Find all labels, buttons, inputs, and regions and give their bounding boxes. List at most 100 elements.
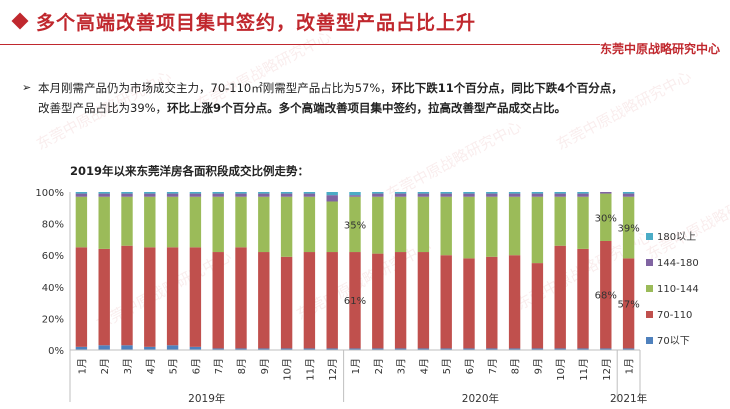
bar-segment-110-144 <box>600 193 612 241</box>
bar-segment-70以下 <box>258 348 270 350</box>
bar-segment-180以上 <box>280 192 293 194</box>
bar-segment-70-110 <box>372 253 384 349</box>
bar-segment-70-110 <box>600 240 612 349</box>
bar-segment-144-180 <box>486 193 498 197</box>
x-tick-label: 11月 <box>304 358 316 381</box>
watermark-text: 东莞中原战略研究中心 <box>383 117 524 203</box>
bar-segment-110-144 <box>121 196 133 246</box>
data-label: 30% <box>595 213 617 224</box>
bar-segment-180以上 <box>554 192 566 194</box>
x-tick-label: 4月 <box>145 358 157 374</box>
page-title: 多个高端改善项目集中签约，改善型产品占比上升 <box>36 11 477 34</box>
bar-segment-144-180 <box>531 193 544 197</box>
chart-title: 2019年以来东莞洋房各面积段成交比例走势： <box>70 164 310 178</box>
bar-segment-70-110 <box>417 252 430 349</box>
bar-segment-70以下 <box>440 348 452 350</box>
bar-segment-70-110 <box>166 247 179 346</box>
watermark-text: 东莞中原战略研究中心 <box>643 177 730 263</box>
x-tick-label: 10月 <box>282 358 294 381</box>
bar-segment-70以下 <box>212 348 224 350</box>
bar-segment-144-180 <box>394 193 407 197</box>
bar-segment-144-180 <box>554 193 566 197</box>
y-tick-label: 20% <box>42 314 64 325</box>
bar-segment-70-110 <box>144 247 156 347</box>
y-tick-label: 100% <box>35 188 64 199</box>
bar-segment-110-144 <box>144 196 156 248</box>
year-label: 2019年 <box>188 392 225 405</box>
bar-segment-180以上 <box>508 192 521 194</box>
year-label: 2020年 <box>462 392 499 405</box>
summary-line2-bold: 环比上涨9个百分点。多个高端改善项目集中签约，拉高改善型产品成交占比。 <box>167 101 567 115</box>
bar-segment-180以上 <box>166 192 179 194</box>
bar-segment-110-144 <box>394 196 407 253</box>
bar-segment-144-180 <box>577 193 589 197</box>
bar-segment-180以上 <box>349 192 361 196</box>
bar-segment-70以下 <box>600 348 612 350</box>
summary-text: ➢ 本月刚需产品仍为市场成交主力，70-110㎡刚需型产品占比为57%，环比下跌… <box>22 78 718 118</box>
bar-segment-180以上 <box>303 192 316 194</box>
bar-segment-110-144 <box>554 196 566 246</box>
bar-segment-70以下 <box>508 348 521 350</box>
x-tick-label: 6月 <box>190 358 202 374</box>
slide-title: 多个高端改善项目集中签约，改善型产品占比上升 <box>8 6 476 36</box>
bar-segment-110-144 <box>486 196 498 257</box>
bar-segment-70-110 <box>463 258 475 349</box>
bar-segment-70-110 <box>622 258 635 349</box>
bar-segment-70以下 <box>349 348 361 350</box>
bar-segment-70以下 <box>303 348 316 350</box>
x-tick-label: 2月 <box>373 358 385 374</box>
legend-swatch <box>646 337 653 344</box>
bar-segment-144-180 <box>463 193 475 197</box>
data-label: 39% <box>617 224 639 235</box>
bar-segment-110-144 <box>463 196 475 259</box>
arrow-bullet-icon: ➢ <box>22 81 32 94</box>
bar-segment-70以下 <box>577 348 589 350</box>
bar-segment-110-144 <box>622 196 635 259</box>
bar-segment-180以上 <box>440 192 452 194</box>
bar-segment-110-144 <box>372 196 384 254</box>
bar-segment-144-180 <box>212 193 224 197</box>
bar-segment-144-180 <box>372 193 384 197</box>
x-tick-label: 11月 <box>578 358 590 381</box>
bar-segment-144-180 <box>144 193 156 197</box>
bar-segment-110-144 <box>235 196 247 248</box>
bar-segment-180以上 <box>235 192 247 194</box>
summary-line1-bold: 环比下跌11个百分点，同比下跌4个百分点， <box>391 81 623 95</box>
legend-label: 70-110 <box>657 310 692 321</box>
year-label: 2021年 <box>610 392 647 405</box>
legend-label: 144-180 <box>657 258 699 269</box>
bar-segment-70-110 <box>440 255 452 349</box>
bar-segment-70以下 <box>417 348 430 350</box>
bar-segment-70-110 <box>212 252 224 349</box>
bar-segment-144-180 <box>349 195 361 197</box>
diamond-bullet-icon <box>11 12 29 30</box>
data-label: 61% <box>344 296 366 307</box>
x-tick-label: 2月 <box>99 358 111 374</box>
bar-segment-70-110 <box>554 245 566 349</box>
x-tick-label: 3月 <box>122 358 134 374</box>
x-tick-label: 6月 <box>464 358 476 374</box>
bar-segment-144-180 <box>600 192 612 194</box>
bar-segment-144-180 <box>440 193 452 197</box>
bar-segment-70-110 <box>98 248 110 346</box>
bar-segment-180以上 <box>144 192 156 194</box>
bar-segment-180以上 <box>394 192 407 194</box>
header-divider <box>0 44 600 45</box>
bar-segment-70以下 <box>75 346 88 350</box>
bar-segment-110-144 <box>258 196 270 253</box>
bar-segment-144-180 <box>303 193 316 197</box>
bar-segment-70以下 <box>554 348 566 350</box>
x-tick-label: 12月 <box>327 358 339 381</box>
bar-segment-70-110 <box>394 252 407 349</box>
x-tick-label: 10月 <box>555 358 567 381</box>
bar-segment-180以上 <box>121 192 133 194</box>
bar-segment-70以下 <box>531 348 544 350</box>
x-tick-label: 8月 <box>236 358 248 374</box>
x-tick-label: 5月 <box>168 358 180 374</box>
bar-segment-70-110 <box>577 248 589 349</box>
x-tick-label: 3月 <box>396 358 408 374</box>
bar-segment-144-180 <box>417 193 430 197</box>
bar-segment-110-144 <box>531 196 544 264</box>
x-tick-label: 8月 <box>510 358 522 374</box>
